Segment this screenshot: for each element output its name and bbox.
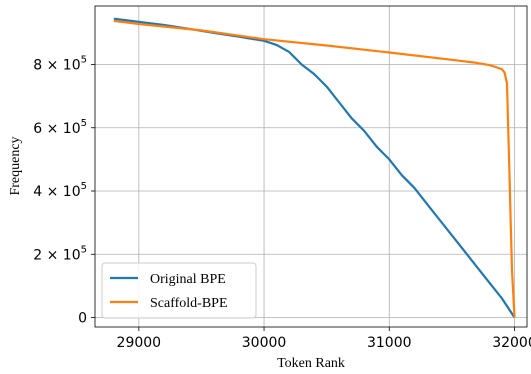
series-layer [113,17,516,319]
y-tick-label: 8 × 105 [33,55,87,74]
y-axis-ticks: 0 2 × 105 4 × 105 6 × 105 8 × 105 [33,55,95,327]
plot-frame [94,5,528,328]
y-axis-label: Frequency [8,136,23,195]
x-axis-label: Token Rank [277,356,345,371]
legend: Original BPE Scaffold-BPE [101,262,257,319]
series-line-scaffold-bpe [113,19,516,318]
x-tick-label: 29000 [117,335,162,351]
y-tick-label: 0 [78,311,87,327]
legend-box [101,262,257,319]
legend-label-scaffold-bpe: Scaffold-BPE [150,296,228,311]
x-tick-label: 30000 [242,335,287,351]
y-tick-label: 4 × 105 [33,181,87,200]
x-tick-label: 31000 [367,335,412,351]
y-tick-label: 2 × 105 [33,244,87,263]
y-tick-label: 6 × 105 [33,118,87,137]
legend-label-original-bpe: Original BPE [150,272,226,287]
